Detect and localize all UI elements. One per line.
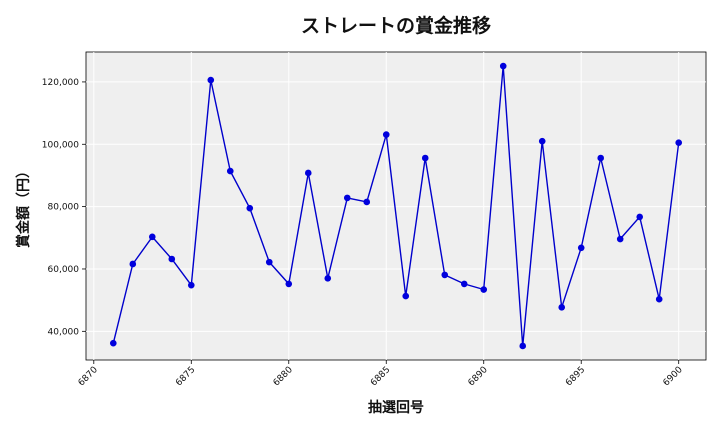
x-tick-label: 6870	[77, 365, 100, 388]
data-point	[675, 139, 683, 147]
data-point	[636, 213, 644, 221]
x-tick-label: 6875	[174, 365, 197, 388]
data-point	[187, 281, 195, 289]
y-tick-label: 120,000	[42, 78, 79, 88]
x-tick-label: 6895	[564, 365, 587, 388]
data-point	[363, 198, 371, 206]
x-tick-label: 6900	[662, 365, 685, 388]
data-point	[597, 154, 605, 162]
data-point	[246, 204, 254, 212]
data-point	[226, 167, 234, 175]
data-point	[421, 154, 429, 162]
data-point	[402, 292, 410, 300]
y-tick-label: 40,000	[48, 327, 80, 337]
data-point	[616, 235, 624, 243]
x-axis-label: 抽選回号	[368, 399, 424, 416]
data-point	[577, 244, 585, 252]
y-tick-label: 80,000	[48, 203, 80, 213]
x-tick-label: 6880	[272, 365, 295, 388]
data-point	[460, 280, 468, 288]
data-point	[207, 76, 215, 84]
y-axis-label: 賞金額（円）	[15, 164, 32, 248]
data-point	[480, 286, 488, 293]
y-tick-label: 100,000	[42, 140, 79, 150]
data-point	[343, 194, 351, 202]
chart-title: ストレートの賞金推移	[301, 14, 491, 37]
data-point	[129, 260, 137, 268]
y-tick-label: 60,000	[48, 265, 80, 275]
data-point	[148, 233, 156, 241]
data-point	[265, 258, 273, 266]
data-point	[558, 304, 566, 311]
data-point	[519, 342, 527, 350]
series-line	[112, 65, 680, 347]
data-point	[168, 255, 176, 263]
data-point	[324, 275, 332, 282]
series-markers	[109, 62, 683, 350]
grid-lines	[86, 52, 706, 360]
data-point	[382, 131, 390, 138]
data-point	[109, 339, 117, 347]
data-point	[499, 62, 507, 70]
x-axis-ticks: 6870 6875 6880 6885 6890 6895 6900	[77, 360, 685, 388]
data-point	[655, 295, 663, 303]
plot-area	[85, 51, 707, 361]
x-tick-label: 6890	[467, 365, 490, 388]
data-point	[285, 280, 293, 288]
x-tick-label: 6885	[369, 365, 392, 388]
y-axis-ticks: 40,000 60,000 80,000 100,000 120,000	[42, 78, 86, 337]
data-point	[538, 137, 546, 145]
data-point	[441, 271, 449, 279]
data-point	[304, 169, 312, 177]
